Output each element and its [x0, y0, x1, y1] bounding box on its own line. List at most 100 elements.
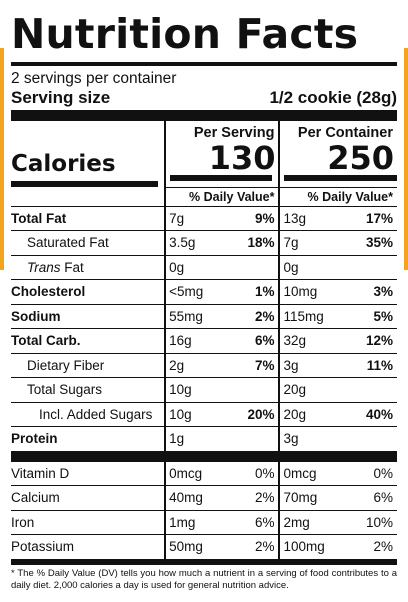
- container-dv: 2%: [338, 534, 397, 559]
- per-serving-label: Per Serving: [193, 125, 275, 141]
- nutrient-row-added-sugars: Incl. Added Sugars 10g 20% 20g 40%: [11, 401, 397, 427]
- serving-size-label: Serving size: [11, 88, 111, 107]
- container-amount: 3g: [278, 426, 339, 451]
- nutrient-name: Saturated Fat: [11, 230, 166, 255]
- nutrient-row-trans-fat: Trans Fat 0g 0g: [11, 254, 397, 280]
- container-amount: 115mg: [278, 303, 339, 329]
- container-dv: [338, 377, 397, 402]
- container-dv: 0%: [338, 460, 397, 486]
- serving-amount: 1mg: [164, 509, 224, 535]
- container-dv: 11%: [338, 352, 397, 378]
- vitamin-name: Potassium: [11, 534, 166, 559]
- container-dv: 5%: [338, 303, 397, 329]
- serving-dv: 2%: [223, 303, 280, 329]
- vitamin-separator: [11, 450, 397, 461]
- trans-italic: Trans: [27, 259, 61, 275]
- nutrient-row-total-sugars: Total Sugars 10g 20g: [11, 377, 397, 402]
- serving-amount: 55mg: [164, 303, 224, 329]
- container-amount: 32g: [278, 328, 339, 353]
- vitamin-row-potassium: Potassium 50mg 2% 100mg 2%: [11, 534, 397, 559]
- calories-cell: Calories: [11, 121, 165, 187]
- per-serving-header: Per Serving 130: [164, 121, 280, 187]
- serving-dv: 20%: [223, 401, 280, 427]
- container-amount: 20g: [278, 401, 339, 427]
- serving-amount: 2g: [164, 352, 224, 378]
- nutrient-name: Protein: [11, 426, 166, 451]
- container-dv: [338, 254, 397, 280]
- nutrient-name: Total Fat: [11, 205, 166, 231]
- nutrient-row-protein: Protein 1g 3g: [11, 426, 397, 451]
- serving-dv: [223, 426, 280, 451]
- serving-amount: 10g: [164, 401, 224, 427]
- serving-amount: 7g: [164, 205, 224, 231]
- serving-amount: 16g: [164, 328, 224, 353]
- nutrient-row-total-carb: Total Carb. 16g 6% 32g 12%: [11, 328, 397, 353]
- nutrient-row-sodium: Sodium 55mg 2% 115mg 5%: [11, 303, 397, 329]
- footnote: * The % Daily Value (DV) tells you how m…: [11, 567, 397, 591]
- serving-dv: 18%: [223, 230, 280, 255]
- container-amount: 2mg: [278, 509, 339, 535]
- serving-dv: [223, 377, 280, 402]
- serving-dv: 1%: [223, 279, 280, 304]
- nutrient-name: Trans Fat: [11, 254, 166, 280]
- vitamin-name: Calcium: [11, 485, 166, 510]
- vitamin-row-iron: Iron 1mg 6% 2mg 10%: [11, 509, 397, 535]
- dv-header-serving: % Daily Value*: [164, 186, 280, 206]
- container-dv: 6%: [338, 485, 397, 510]
- serving-dv: 6%: [223, 328, 280, 353]
- container-dv: 40%: [338, 401, 397, 427]
- container-dv: 35%: [338, 230, 397, 255]
- per-container-header: Per Container 250: [278, 121, 397, 187]
- nutrient-name: Total Sugars: [11, 377, 166, 402]
- per-serving-bar: [170, 175, 273, 181]
- serving-amount: 0mcg: [164, 460, 224, 486]
- container-dv: 10%: [338, 509, 397, 535]
- serving-size-row: Serving size 1/2 cookie (28g): [11, 88, 397, 108]
- container-dv: 12%: [338, 328, 397, 353]
- serving-amount: <5mg: [164, 279, 224, 304]
- nutrient-row-dietary-fiber: Dietary Fiber 2g 7% 3g 11%: [11, 352, 397, 378]
- container-dv: 17%: [338, 205, 397, 231]
- serving-amount: 1g: [164, 426, 224, 451]
- calories-bar: [11, 181, 159, 187]
- serving-amount: 0g: [164, 254, 224, 280]
- container-amount: 3g: [278, 352, 339, 378]
- dv-header-row: % Daily Value* % Daily Value*: [11, 186, 397, 206]
- serving-amount: 40mg: [164, 485, 224, 510]
- calories-per-serving: 130: [208, 139, 276, 177]
- serving-rule: [11, 110, 397, 121]
- footnote-rule: [11, 558, 397, 565]
- serving-size-value: 1/2 cookie (28g): [269, 88, 397, 107]
- serving-dv: 0%: [223, 460, 280, 486]
- serving-dv: 7%: [223, 352, 280, 378]
- serving-dv: 2%: [223, 485, 280, 510]
- container-amount: 0g: [278, 254, 339, 280]
- serving-dv: [223, 254, 280, 280]
- serving-amount: 50mg: [164, 534, 224, 559]
- calories-row: Calories Per Serving 130 Per Container 2…: [11, 121, 397, 187]
- container-amount: 7g: [278, 230, 339, 255]
- nutrient-name: Incl. Added Sugars: [11, 401, 166, 427]
- nutrient-name: Dietary Fiber: [11, 352, 166, 378]
- vitamin-row-calcium: Calcium 40mg 2% 70mg 6%: [11, 485, 397, 510]
- calories-label: Calories: [11, 151, 116, 177]
- container-amount: 70mg: [278, 485, 339, 510]
- serving-amount: 10g: [164, 377, 224, 402]
- nutrition-facts-label: Nutrition Facts 2 servings per container…: [4, 0, 404, 602]
- serving-dv: 9%: [223, 205, 280, 231]
- nutrient-row-total-fat: Total Fat 7g 9% 13g 17%: [11, 205, 397, 231]
- serving-dv: 6%: [223, 509, 280, 535]
- container-amount: 0mcg: [278, 460, 339, 486]
- nutrient-name: Cholesterol: [11, 279, 166, 304]
- container-dv: [338, 426, 397, 451]
- accent-stripe-left: [0, 48, 4, 270]
- nutrient-name: Total Carb.: [11, 328, 166, 353]
- dv-header-container: % Daily Value*: [278, 186, 397, 206]
- trans-fat-suffix: Fat: [60, 259, 84, 275]
- servings-per-container: 2 servings per container: [11, 70, 177, 87]
- container-amount: 20g: [278, 377, 339, 402]
- accent-stripe-right: [404, 48, 408, 270]
- vitamin-name: Vitamin D: [11, 460, 166, 486]
- per-container-label: Per Container: [297, 125, 393, 141]
- serving-amount: 3.5g: [164, 230, 224, 255]
